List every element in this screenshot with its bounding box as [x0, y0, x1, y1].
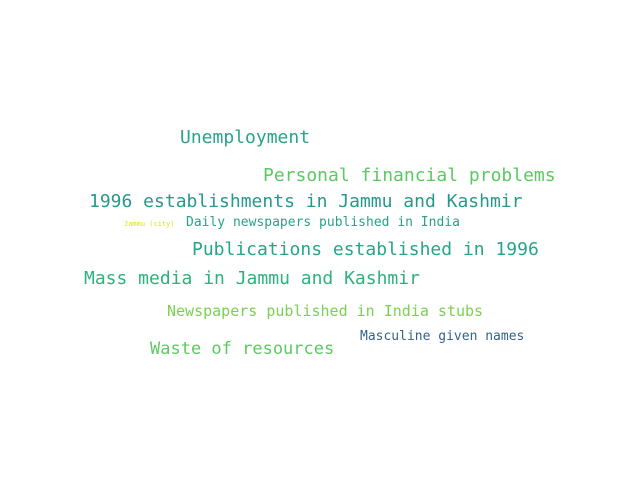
word-1996-establishments-jammu-kashmir: 1996 establishments in Jammu and Kashmir [89, 191, 523, 212]
word-unemployment: Unemployment [180, 127, 311, 148]
word-newspapers-india-stubs: Newspapers published in India stubs [167, 302, 484, 320]
word-mass-media-jammu-kashmir: Mass media in Jammu and Kashmir [84, 268, 420, 289]
word-jammu-city: Jammu (city) [124, 220, 175, 228]
word-publications-established-1996: Publications established in 1996 [192, 239, 539, 260]
word-waste-of-resources: Waste of resources [150, 339, 335, 359]
word-daily-newspapers-india: Daily newspapers published in India [186, 215, 460, 230]
word-masculine-given-names: Masculine given names [360, 329, 525, 344]
word-personal-financial-problems: Personal financial problems [263, 165, 556, 186]
